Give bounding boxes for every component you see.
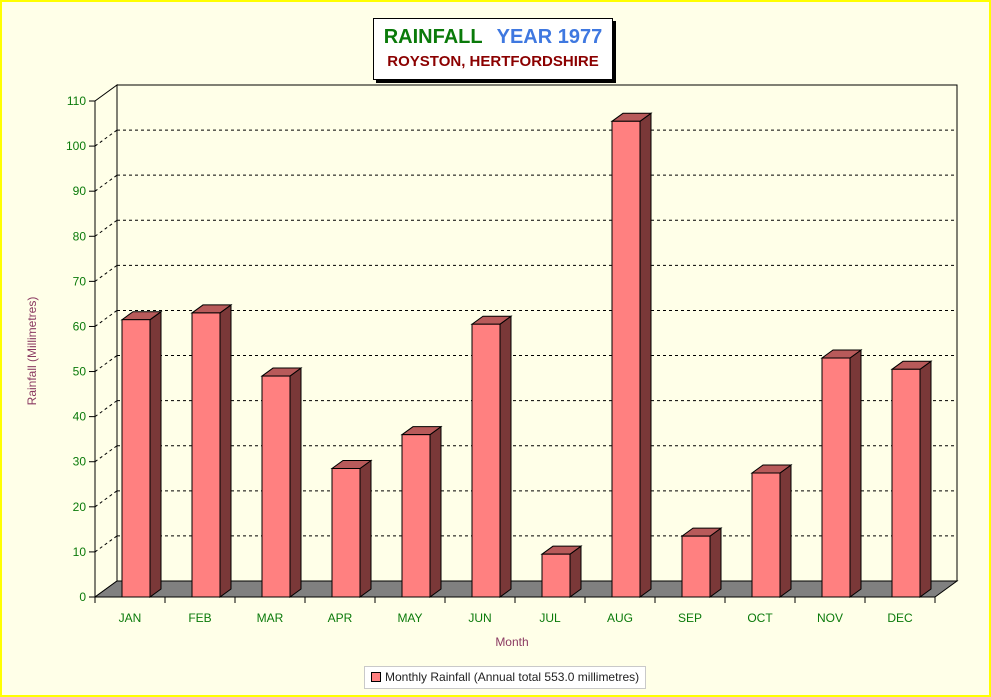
bar-front [261,375,291,598]
bar-front [191,312,221,598]
chart-legend: Monthly Rainfall (Annual total 553.0 mil… [364,666,647,689]
gridline-side [94,310,118,327]
grid-layer [94,84,958,598]
plot-side-wall [94,84,118,598]
bar-side [779,464,792,598]
gridline-side [94,490,118,508]
x-tick-label: NOV [817,611,843,625]
x-axis-title: Month [495,635,528,649]
bar-apr [330,459,373,598]
bar-side [289,367,302,598]
bar-front [821,357,851,598]
bar-feb [190,303,233,598]
bar-front [471,323,501,598]
bar-side [219,303,232,598]
gridline-side [94,445,118,463]
bar-front [541,553,571,598]
bar-nov [820,349,863,598]
x-tick-label: FEB [188,611,211,625]
bar-may [400,425,443,598]
y-tick-label: 0 [79,590,86,604]
bar-jan [120,310,163,598]
bar-oct [750,464,793,598]
chart-title: RAINFALL [383,26,483,48]
gridline-side [94,535,118,553]
bar-side [919,360,932,598]
y-tick-label: 70 [73,274,87,288]
axis-layer: 0 10 20 30 40 50 60 70 80 90 100 110 JAN FEB MAR APR MAY… [66,94,936,625]
bar-side [849,349,862,598]
bar-side [429,425,442,598]
bar-side [639,112,652,598]
x-tick-label: MAY [397,611,422,625]
gridline-side [94,400,118,418]
bar-side [569,545,582,598]
bar-jun [470,315,513,598]
x-tick-label: OCT [747,611,773,625]
y-axis-title: Rainfall (Millimetres) [25,297,39,406]
gridline-side [94,264,118,282]
bar-front [681,535,711,598]
legend-label: Monthly Rainfall (Annual total 553.0 mil… [385,670,640,684]
bar-sep [680,527,723,598]
x-tick-label: JUN [468,611,491,625]
bar-dec [890,360,933,598]
bar-side [149,310,162,598]
bar-mar [260,367,303,598]
gridline-side [94,355,118,372]
bar-front [401,434,431,598]
bar-side [499,315,512,598]
y-tick-label: 80 [73,229,87,243]
y-tick-label: 100 [66,139,86,153]
bar-front [891,368,921,598]
legend-swatch [371,672,381,682]
y-tick-label: 90 [73,184,87,198]
x-tick-label: JUL [539,611,561,625]
bar-aug [610,112,653,598]
y-tick-label: 30 [73,455,87,469]
gridline-side [94,219,118,237]
chart-subtitle: ROYSTON, HERTFORDSHIRE [387,53,599,70]
x-tick-label: AUG [607,611,633,625]
y-tick-label: 60 [73,319,87,333]
y-tick-label: 50 [73,365,87,379]
bar-front [611,120,641,598]
gridline-side [94,174,118,192]
bar-front [751,472,781,598]
bar-side [359,459,372,598]
y-tick-label: 110 [67,94,86,108]
x-tick-label: JAN [119,611,142,625]
bars-layer [120,112,933,598]
x-tick-label: MAR [257,611,284,625]
bar-front [121,319,151,598]
x-tick-label: SEP [678,611,702,625]
x-tick-label: APR [328,611,353,625]
gridline-side [94,129,118,147]
bar-front [331,467,361,598]
chart-title-year: YEAR 1977 [496,26,603,48]
x-tick-label: DEC [887,611,913,625]
bar-side [709,527,722,598]
y-tick-label: 40 [73,410,87,424]
y-tick-label: 10 [73,545,87,559]
y-tick-label: 20 [73,500,87,514]
chart-title-box: RAINFALL YEAR 1977 ROYSTON, HERTFORDSHIRE [373,18,613,80]
bar-jul [540,545,583,598]
